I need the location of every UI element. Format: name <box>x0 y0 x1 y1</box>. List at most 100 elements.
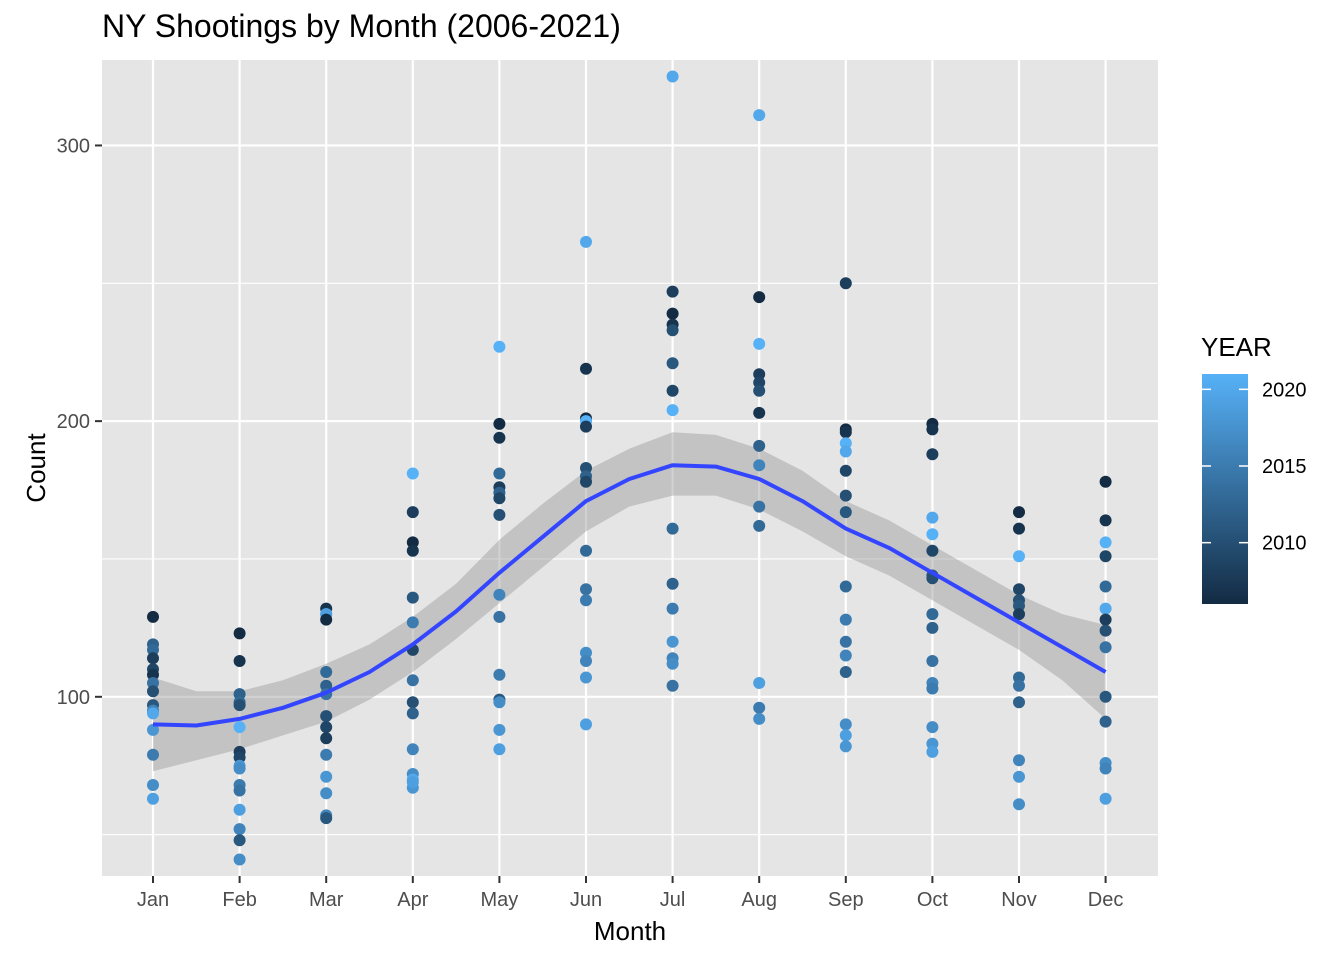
y-axis-title: Count <box>21 433 51 503</box>
data-point <box>493 417 506 430</box>
data-point <box>1099 690 1112 703</box>
data-point <box>580 235 592 248</box>
data-point <box>1013 679 1025 692</box>
data-point <box>406 536 419 549</box>
data-point <box>147 643 159 656</box>
data-point <box>926 528 939 541</box>
x-tick-label: May <box>481 889 519 911</box>
data-point <box>233 688 246 701</box>
data-point <box>839 718 852 731</box>
data-point <box>1099 475 1112 488</box>
data-point <box>580 362 592 375</box>
data-point <box>320 748 333 761</box>
data-point <box>147 707 159 720</box>
y-tick-label: 100 <box>57 687 90 709</box>
data-point <box>1099 762 1112 775</box>
data-point <box>839 635 852 648</box>
data-point <box>493 668 506 681</box>
data-point <box>147 685 159 698</box>
data-point <box>753 291 766 304</box>
data-point <box>147 610 159 623</box>
data-point <box>1013 696 1025 709</box>
data-point <box>666 404 679 417</box>
data-point <box>839 489 852 502</box>
x-tick-label: Apr <box>397 889 428 911</box>
legend-title: YEAR <box>1201 332 1272 362</box>
x-tick-label: Jun <box>570 889 602 911</box>
x-axis: Jan Feb Mar Apr May Jun Jul Aug Sep Oct Nov Dec <box>137 876 1123 911</box>
plot-panel <box>102 60 1158 876</box>
data-point <box>320 812 333 825</box>
legend-tick-label: 2010 <box>1262 533 1307 555</box>
data-point <box>320 770 333 783</box>
color-legend: YEAR 2010 2015 2020 <box>1201 332 1307 604</box>
data-point <box>233 655 246 667</box>
y-tick-label: 300 <box>57 135 90 157</box>
data-point <box>147 792 159 805</box>
data-point <box>1099 580 1112 593</box>
data-point <box>233 803 246 816</box>
legend-tick-label: 2015 <box>1262 456 1307 478</box>
data-point <box>233 627 246 640</box>
data-point <box>406 506 419 519</box>
x-tick-label: Aug <box>741 889 777 911</box>
data-point <box>233 699 246 712</box>
data-point <box>1099 792 1112 805</box>
data-point <box>666 357 679 370</box>
data-point <box>839 506 852 519</box>
data-point <box>580 671 592 684</box>
data-point <box>1099 536 1112 549</box>
data-point <box>1099 715 1112 728</box>
data-point <box>493 588 506 601</box>
data-point <box>839 437 852 450</box>
data-point <box>926 737 939 750</box>
data-point <box>147 668 159 681</box>
data-point <box>753 337 766 350</box>
data-point <box>666 602 679 615</box>
data-point <box>580 544 592 557</box>
data-point <box>1099 613 1112 626</box>
data-point <box>926 621 939 634</box>
data-point <box>1013 671 1025 684</box>
x-axis-title: Month <box>594 916 666 946</box>
minor-gridlines <box>102 282 1158 836</box>
data-point <box>580 583 592 596</box>
data-point <box>493 467 506 480</box>
data-point <box>839 426 852 439</box>
data-point <box>406 544 419 557</box>
data-point <box>320 679 333 692</box>
data-point <box>926 544 939 557</box>
data-point <box>406 707 419 720</box>
data-point <box>233 762 246 775</box>
data-point <box>1013 583 1025 596</box>
data-point <box>839 729 852 742</box>
data-point <box>493 743 506 756</box>
data-point <box>580 594 592 607</box>
x-tick-label: Jan <box>137 889 169 911</box>
x-tick-label: Feb <box>222 889 256 911</box>
data-point <box>147 677 159 689</box>
data-point <box>233 853 246 866</box>
data-point <box>839 445 852 458</box>
data-point <box>666 522 679 535</box>
y-tick-label: 200 <box>57 411 90 433</box>
data-point <box>666 577 679 590</box>
data-point <box>753 712 766 725</box>
data-point <box>1099 602 1112 615</box>
data-point <box>320 787 333 800</box>
legend-colorbar <box>1202 374 1248 604</box>
data-point <box>839 580 852 593</box>
data-point <box>406 467 419 480</box>
data-point <box>406 616 419 629</box>
data-point <box>666 70 679 83</box>
data-point <box>753 376 766 389</box>
data-point <box>1013 770 1025 783</box>
data-point <box>580 475 592 488</box>
x-tick-label: Oct <box>917 889 949 911</box>
data-point <box>493 696 506 709</box>
data-point <box>753 109 766 122</box>
data-point <box>926 511 939 524</box>
data-point <box>406 591 419 604</box>
data-point <box>406 743 419 756</box>
